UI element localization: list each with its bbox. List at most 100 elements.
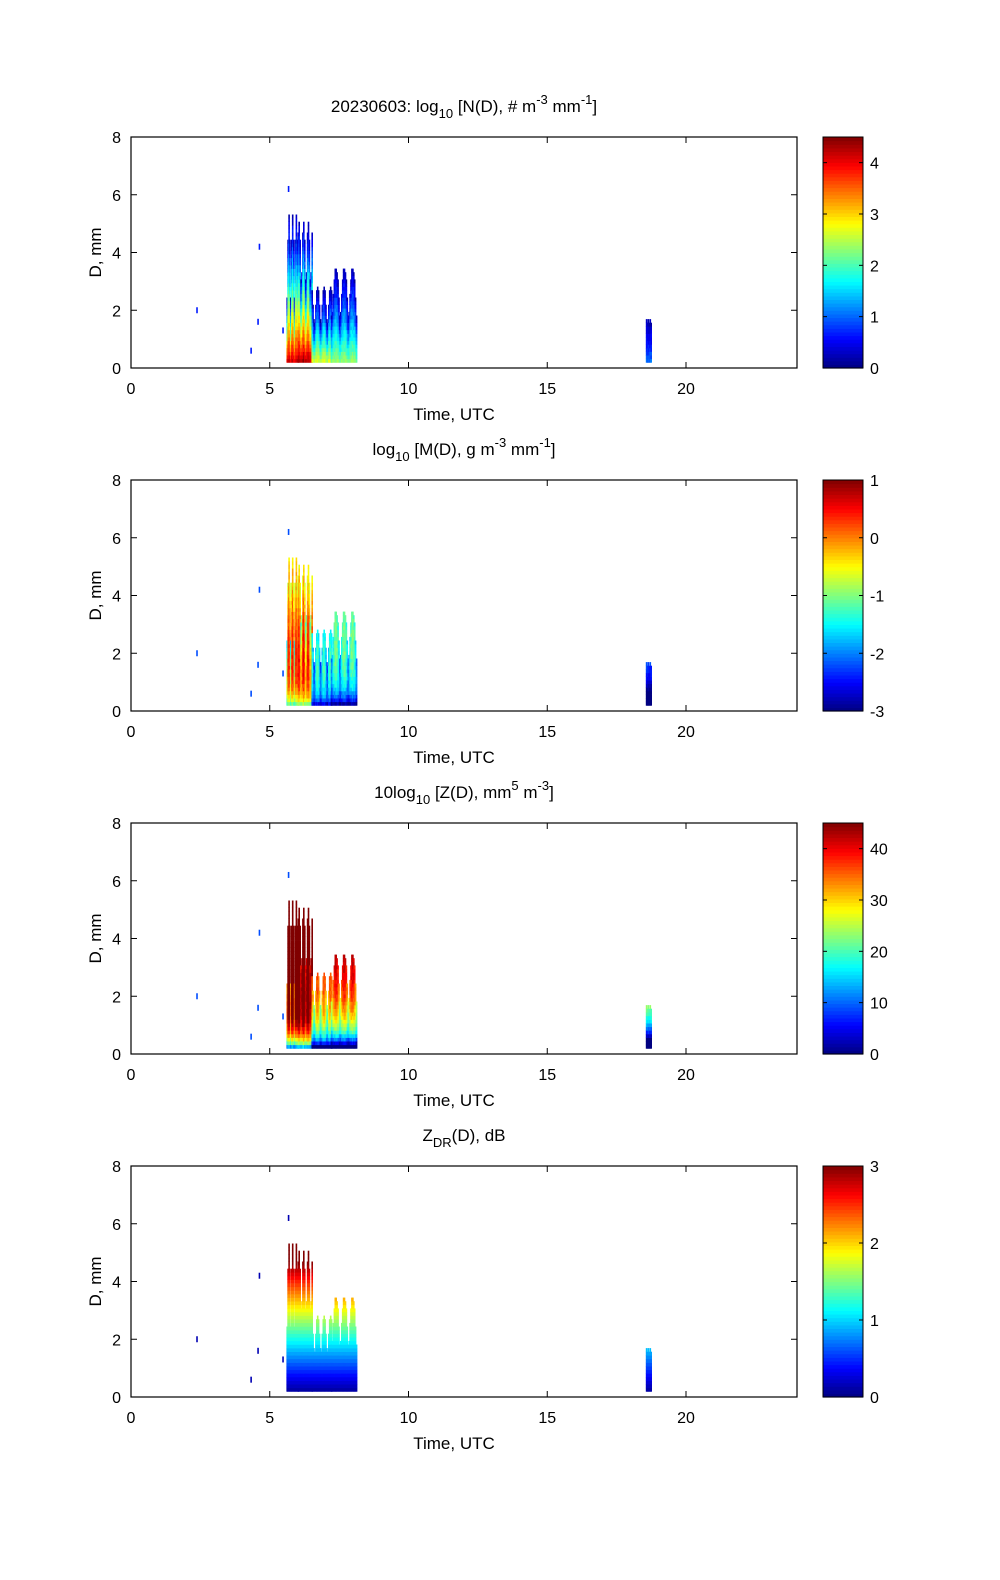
heatmap-cell [292,1005,295,1009]
heatmap-cell [289,958,291,963]
panel-3: 10log10 [Z(D), mm5 m-3]0 5 10 15 2002468Time… [86,778,888,1110]
heatmap-cell [353,676,355,681]
heatmap-cell [302,951,304,955]
heatmap-cell [328,651,330,656]
heatmap-cell [288,304,290,309]
heatmap-cell [296,315,299,320]
heatmap-cell [648,358,651,363]
heatmap-cell [296,261,299,266]
heatmap-cell [316,344,318,349]
heatmap-cell [295,698,298,703]
heatmap-cell [289,268,291,273]
heatmap-cell [306,340,309,345]
heatmap-cell [351,691,353,695]
heatmap-cell [353,658,355,663]
heatmap-cell [311,344,313,349]
heatmap-cell [294,582,297,587]
heatmap-cell [301,694,303,699]
heatmap-cell [304,694,307,699]
heatmap-cell [289,290,291,295]
heatmap-cell [344,322,347,327]
heatmap-cell [328,691,330,695]
heatmap-cell [288,575,290,580]
heatmap-cell [316,348,318,352]
heatmap-cell [289,319,291,323]
heatmap-cell [302,344,304,349]
heatmap-cell [309,333,312,338]
heatmap-cell [328,333,330,338]
heatmap-cell [286,1041,288,1046]
heatmap-cell [315,355,317,360]
heatmap-cell [302,990,304,995]
heatmap-cell [330,662,333,666]
heatmap-cell [297,600,300,605]
heatmap-cell [314,322,316,327]
heatmap-cell [333,351,336,356]
heatmap-cell [288,961,290,966]
heatmap-cell [330,669,333,674]
heatmap-cell [344,275,347,280]
heatmap-cell [305,997,308,1002]
heatmap-cell [353,683,356,688]
heatmap-cell [307,322,310,327]
heatmap-cell [302,286,304,291]
heatmap-cell [291,1041,293,1046]
heatmap-cell [287,683,289,688]
heatmap-cell [297,683,300,688]
heatmap-cell [286,673,288,677]
heatmap-cell [324,297,326,302]
heatmap-cell [295,304,298,309]
heatmap-cell [291,929,293,934]
heatmap-cell [305,315,308,320]
heatmap-cell [291,947,294,952]
heatmap-cell [330,687,333,692]
heatmap-cell [291,698,293,703]
heatmap-cell [309,694,312,699]
heatmap-cell [294,319,297,323]
heatmap-cell [289,954,291,959]
heatmap-cell [339,673,341,677]
heatmap-cell [343,611,346,616]
heatmap-cell [291,1026,294,1031]
heatmap-cell [287,311,289,316]
heatmap-cell [355,669,358,674]
heatmap-cell [304,293,306,298]
heatmap-cell [300,987,302,991]
heatmap-cell [294,604,297,609]
heatmap-cell [300,297,302,302]
heatmap-cell [304,972,306,977]
heatmap-cell [303,586,305,591]
heatmap-cell [286,644,288,648]
heatmap-cell [318,673,321,677]
heatmap-cell [353,691,355,695]
heatmap-cell [355,315,358,320]
heatmap-cell [350,662,352,666]
heatmap-cell [311,358,313,363]
heatmap-cell [647,330,650,334]
heatmap-cell [301,279,303,284]
heatmap-cell [338,358,340,363]
heatmap-cell [304,1008,307,1013]
heatmap-cell [335,319,337,323]
heatmap-cell [292,586,295,591]
heatmap-cell [342,629,345,634]
colorbar-segment [823,292,863,297]
heatmap-cell [299,636,301,641]
heatmap-cell [645,665,648,670]
heatmap-cell [329,322,332,327]
heatmap-cell [342,351,345,356]
heatmap-cell [317,687,320,692]
heatmap-cell [322,326,325,331]
heatmap-cell [313,694,315,699]
heatmap-cell [290,351,292,356]
heatmap-cell [298,326,300,331]
colorbar-segment [823,606,863,611]
heatmap-cell [321,308,324,313]
heatmap-cell [311,687,313,692]
heatmap-cell [292,301,295,305]
heatmap-cell [649,694,652,699]
heatmap-cell [300,355,302,360]
heatmap-cell [345,662,348,666]
heatmap-cell [312,654,314,659]
heatmap-cell [324,315,326,320]
